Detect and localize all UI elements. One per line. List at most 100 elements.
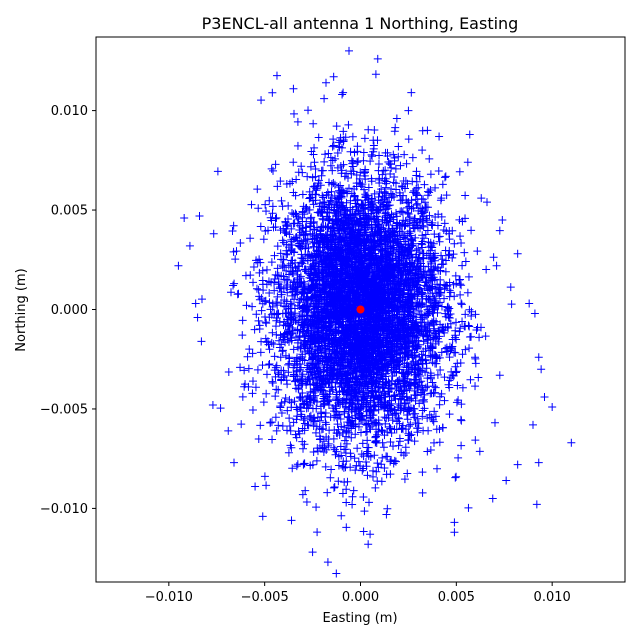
- data-point: [291, 209, 300, 218]
- data-point: [240, 382, 249, 391]
- data-point: [209, 229, 218, 238]
- data-point: [286, 313, 295, 322]
- data-point: [437, 251, 446, 260]
- data-point: [213, 167, 222, 176]
- data-point: [268, 377, 277, 386]
- data-point: [320, 157, 329, 166]
- data-point: [403, 415, 412, 424]
- data-point: [371, 70, 380, 79]
- data-point: [271, 392, 280, 401]
- data-point: [457, 299, 466, 308]
- data-point: [334, 477, 343, 486]
- data-point: [236, 239, 245, 248]
- data-point: [298, 424, 307, 433]
- data-point: [305, 222, 314, 231]
- data-point: [428, 218, 437, 227]
- data-point: [334, 138, 343, 147]
- data-point: [422, 364, 431, 373]
- data-point: [404, 210, 413, 219]
- data-point: [363, 471, 372, 480]
- data-point: [375, 391, 384, 400]
- data-point: [289, 219, 298, 228]
- data-point: [292, 433, 301, 442]
- data-point: [464, 321, 473, 330]
- data-point: [296, 394, 305, 403]
- data-point: [401, 382, 410, 391]
- data-point: [261, 318, 270, 327]
- data-point: [458, 317, 467, 326]
- data-point: [284, 368, 293, 377]
- data-point: [490, 418, 499, 427]
- data-point: [350, 185, 359, 194]
- data-point: [330, 482, 339, 491]
- data-point: [311, 164, 320, 173]
- data-point: [357, 450, 366, 459]
- data-point: [271, 214, 280, 223]
- data-point: [247, 200, 256, 209]
- data-point: [326, 473, 335, 482]
- data-point: [380, 464, 389, 473]
- data-point: [396, 161, 405, 170]
- data-point: [313, 528, 322, 537]
- data-point: [383, 148, 392, 157]
- data-point: [457, 281, 466, 290]
- data-point: [252, 284, 261, 293]
- data-point: [313, 273, 322, 282]
- data-point: [437, 302, 446, 311]
- data-point: [238, 392, 247, 401]
- data-point: [400, 222, 409, 231]
- data-point: [378, 453, 387, 462]
- data-point: [441, 344, 450, 353]
- data-point: [284, 448, 293, 457]
- data-point: [359, 169, 368, 178]
- data-point: [385, 422, 394, 431]
- data-point: [394, 152, 403, 161]
- data-point: [248, 405, 257, 414]
- data-point: [329, 179, 338, 188]
- data-point: [402, 159, 411, 168]
- data-point: [354, 422, 363, 431]
- data-point: [321, 150, 330, 159]
- data-point: [472, 326, 481, 335]
- data-point: [427, 220, 436, 229]
- data-point: [537, 365, 546, 374]
- data-point: [428, 334, 437, 343]
- data-point: [460, 248, 469, 257]
- data-point: [381, 174, 390, 183]
- data-point: [374, 159, 383, 168]
- data-point: [426, 446, 435, 455]
- data-point: [451, 318, 460, 327]
- data-point: [440, 173, 449, 182]
- data-point: [429, 417, 438, 426]
- data-point: [373, 223, 382, 232]
- data-point: [300, 459, 309, 468]
- data-point: [346, 147, 355, 156]
- data-point: [391, 164, 400, 173]
- data-point: [282, 179, 291, 188]
- data-point: [346, 463, 355, 472]
- data-point: [465, 333, 474, 342]
- data-point: [372, 467, 381, 476]
- data-point: [430, 230, 439, 239]
- data-point: [283, 288, 292, 297]
- data-point: [348, 492, 357, 501]
- data-point: [442, 191, 451, 200]
- data-point: [317, 425, 326, 434]
- data-point: [306, 162, 315, 171]
- data-point: [335, 143, 344, 152]
- data-point: [366, 452, 375, 461]
- data-point: [371, 483, 380, 492]
- chart-title: P3ENCL-all antenna 1 Northing, Easting: [202, 14, 519, 33]
- data-point: [441, 172, 450, 181]
- data-point: [452, 398, 461, 407]
- data-point: [324, 441, 333, 450]
- data-point: [394, 413, 403, 422]
- data-point: [268, 328, 277, 337]
- data-point: [262, 481, 271, 490]
- data-point: [251, 383, 260, 392]
- data-point: [457, 400, 466, 409]
- data-point: [464, 272, 473, 281]
- data-point: [475, 447, 484, 456]
- data-point: [382, 510, 391, 519]
- data-point: [298, 190, 307, 199]
